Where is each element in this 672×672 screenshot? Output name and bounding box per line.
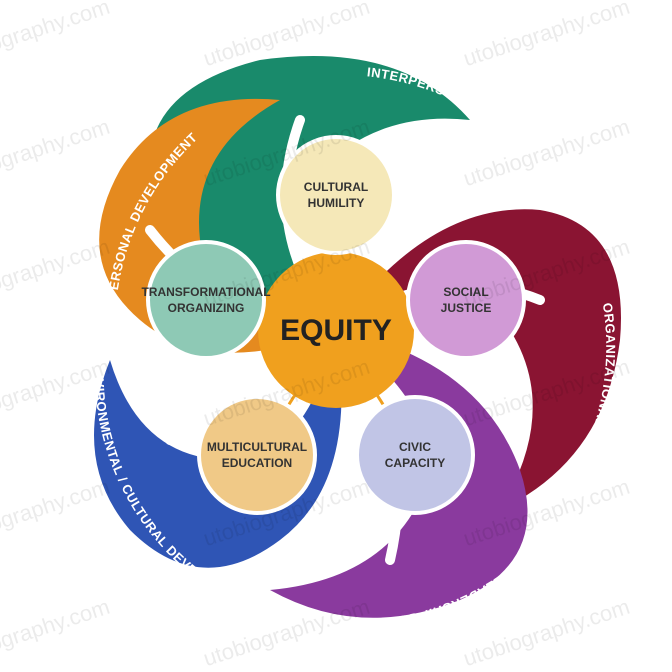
concept-node-label: ORGANIZING — [168, 301, 245, 315]
concept-node — [278, 137, 394, 253]
center-node: EQUITY — [258, 252, 414, 408]
concept-node — [148, 242, 264, 358]
concept-node — [408, 242, 524, 358]
concept-node-label: HUMILITY — [308, 196, 365, 210]
concept-node-label: TRANSFORMATIONAL — [141, 285, 270, 299]
equity-diagram: INTRAPERSONAL DEVELOPMENT INTERPERSONAL … — [0, 0, 672, 660]
label-interpersonal: INTERPERSONAL DEVELOPMENT — [366, 64, 565, 189]
concept-node-label: CIVIC — [399, 440, 431, 454]
concept-node — [357, 397, 473, 513]
center-label: EQUITY — [280, 314, 392, 347]
concept-node — [199, 397, 315, 513]
concept-node-label: CAPACITY — [385, 456, 445, 470]
concept-node-label: MULTICULTURAL — [207, 440, 307, 454]
concept-node-label: CULTURAL — [304, 180, 368, 194]
concept-node-label: SOCIAL — [443, 285, 488, 299]
concept-node-label: EDUCATION — [222, 456, 292, 470]
concept-node-label: JUSTICE — [441, 301, 492, 315]
